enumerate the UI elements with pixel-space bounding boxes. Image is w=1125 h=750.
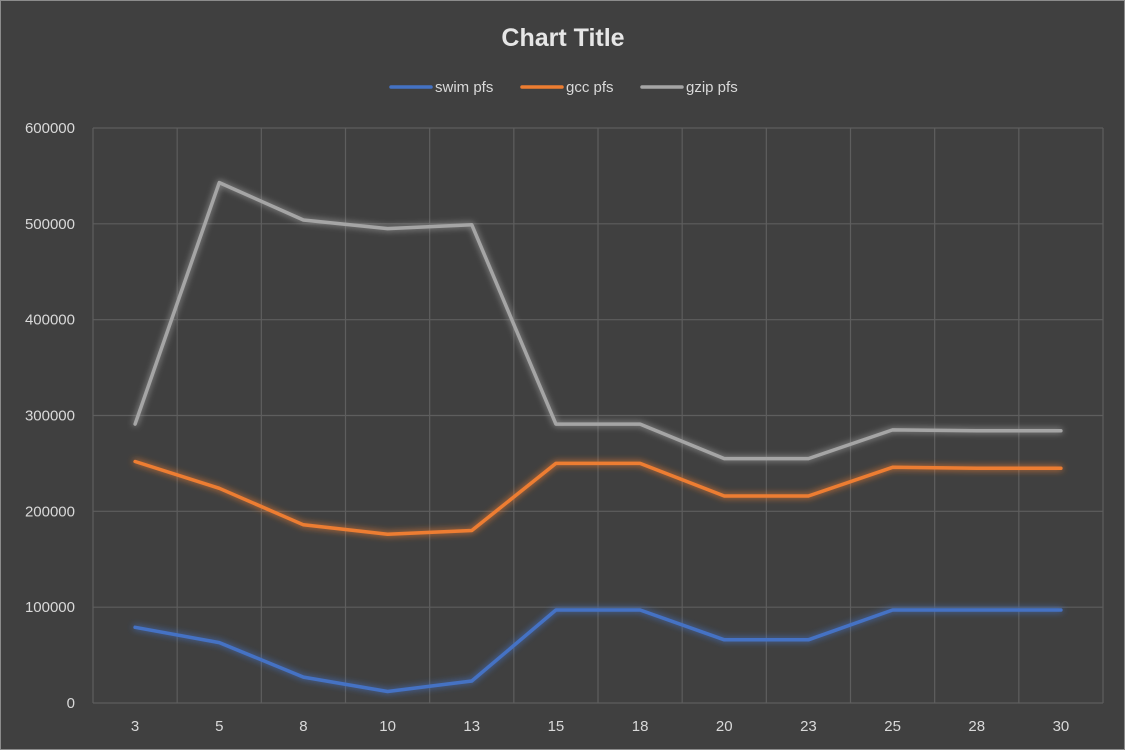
x-tick-label: 30 xyxy=(1053,718,1070,735)
y-tick-label: 600000 xyxy=(25,120,75,137)
y-tick-label: 0 xyxy=(67,695,75,712)
chart-title: Chart Title xyxy=(501,24,624,52)
legend-item-swim-pfs: swim pfs xyxy=(389,79,493,96)
y-tick-label: 200000 xyxy=(25,503,75,520)
series-line-swim-pfs xyxy=(133,608,1063,694)
y-tick-label: 400000 xyxy=(25,312,75,329)
legend-label: gzip pfs xyxy=(686,79,738,96)
x-tick-label: 18 xyxy=(632,718,649,735)
series-layer xyxy=(133,180,1063,694)
x-tick-label: 3 xyxy=(131,718,139,735)
y-axis: 0 100000 200000 300000 400000 500000 600000 xyxy=(25,120,75,712)
x-tick-label: 23 xyxy=(800,718,817,735)
y-tick-label: 100000 xyxy=(25,599,75,616)
x-tick-label: 28 xyxy=(968,718,985,735)
y-tick-label: 500000 xyxy=(25,216,75,233)
legend-label: gcc pfs xyxy=(566,79,614,96)
x-tick-label: 15 xyxy=(548,718,565,735)
x-tick-label: 5 xyxy=(215,718,223,735)
x-tick-label: 20 xyxy=(716,718,733,735)
x-tick-label: 10 xyxy=(379,718,396,735)
y-tick-label: 300000 xyxy=(25,408,75,425)
x-tick-label: 8 xyxy=(299,718,307,735)
x-axis: 3 5 8 10 13 15 18 20 23 25 28 30 xyxy=(131,718,1069,735)
legend-item-gcc-pfs: gcc pfs xyxy=(520,79,614,96)
series-line-gzip-pfs xyxy=(133,180,1063,461)
legend-item-gzip-pfs: gzip pfs xyxy=(640,79,738,96)
series-line-gcc-pfs xyxy=(133,459,1063,537)
legend: swim pfs gcc pfs gzip pfs xyxy=(389,79,738,96)
x-tick-label: 13 xyxy=(463,718,480,735)
legend-label: swim pfs xyxy=(435,79,493,96)
x-tick-label: 25 xyxy=(884,718,901,735)
gridlines xyxy=(92,127,1104,704)
